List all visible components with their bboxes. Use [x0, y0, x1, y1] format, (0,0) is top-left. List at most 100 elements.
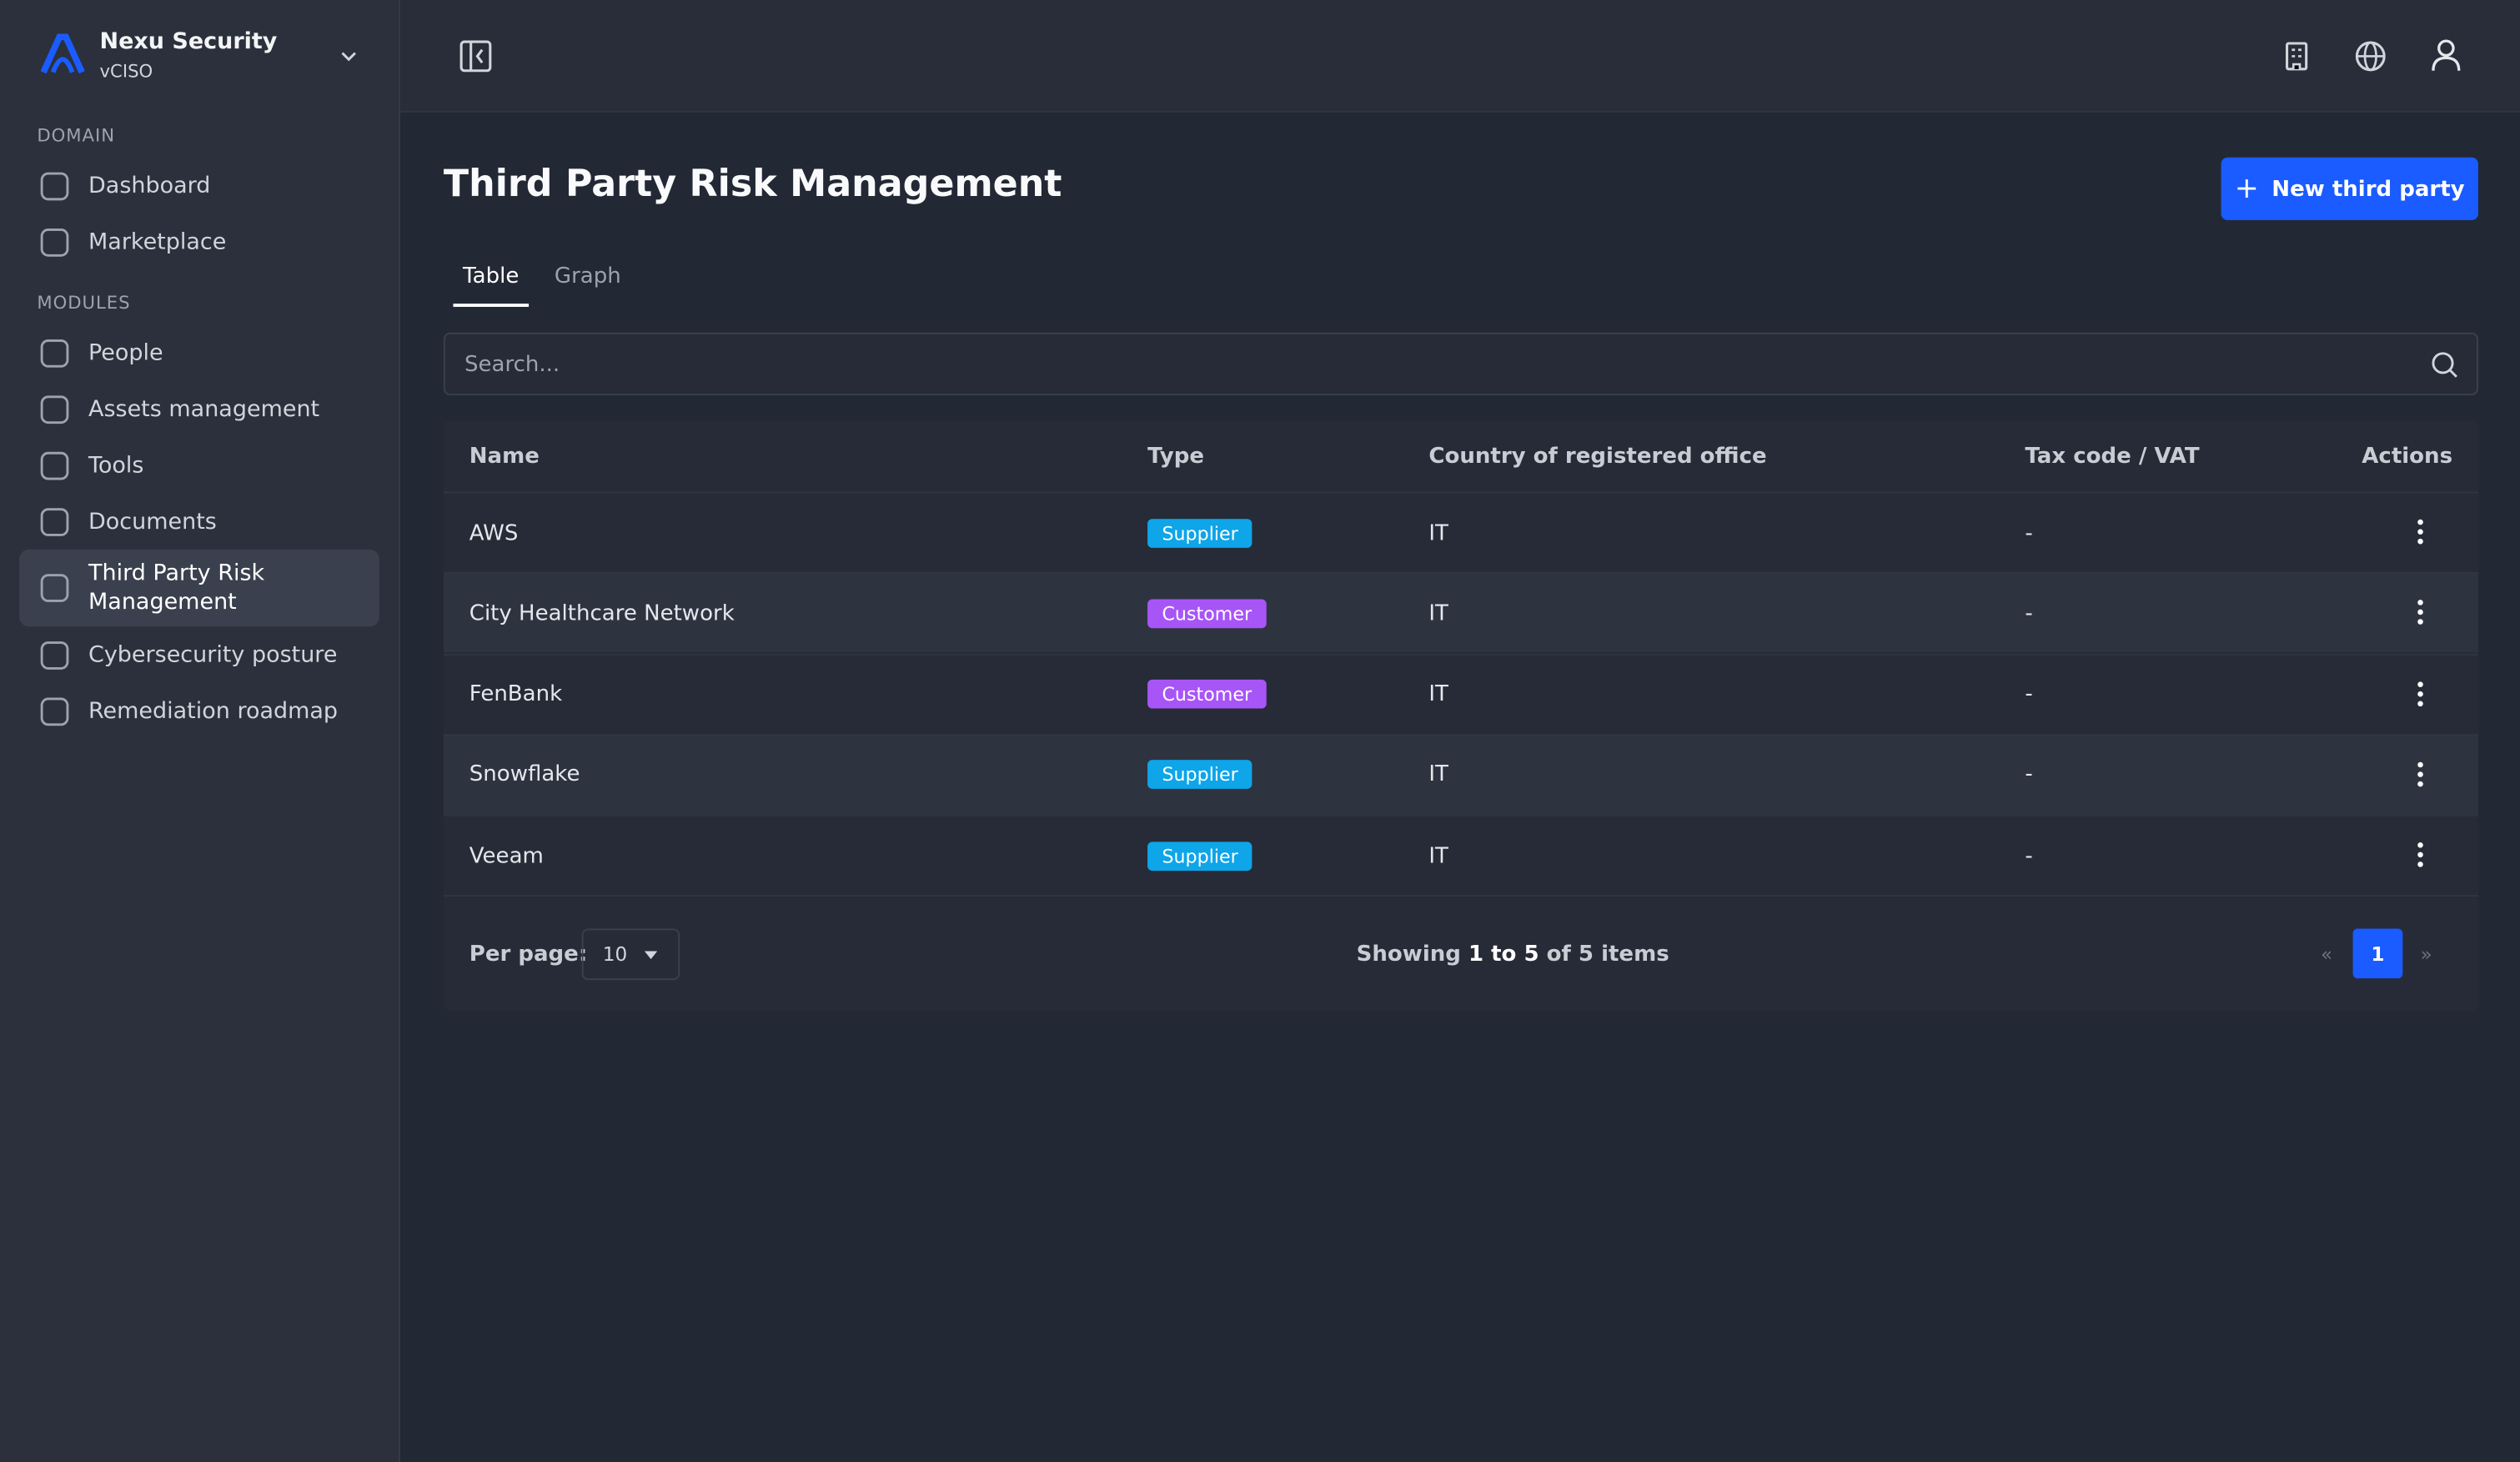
- kebab-icon: [2417, 681, 2423, 706]
- nav-icon: [40, 394, 69, 424]
- search-input[interactable]: Search...: [443, 332, 2478, 395]
- nav-item[interactable]: Dashboard: [19, 158, 379, 214]
- cell-text: -: [2025, 681, 2033, 707]
- per-page-select[interactable]: 10: [581, 927, 680, 980]
- row-actions[interactable]: [2417, 842, 2424, 875]
- new-third-party-button[interactable]: + New third party: [2221, 157, 2478, 220]
- org-role: vCISO: [99, 61, 153, 83]
- kebab-icon: [2417, 600, 2423, 625]
- table-row: FenBank Customer IT -: [443, 653, 2478, 733]
- row-actions[interactable]: [2417, 681, 2424, 713]
- nav-label: Assets management: [88, 395, 320, 422]
- nav-item[interactable]: Third Party Risk Management: [19, 549, 379, 627]
- top-bar: [399, 0, 2520, 113]
- nav-icon: [40, 507, 69, 535]
- nav-item[interactable]: People: [19, 324, 379, 380]
- tab-table[interactable]: Table: [453, 264, 529, 307]
- kebab-icon: [2417, 842, 2423, 868]
- nav-icon: [40, 338, 69, 367]
- nav-icon: [40, 574, 69, 602]
- next-page[interactable]: »: [2420, 942, 2432, 965]
- type-badge: Supplier: [1147, 518, 1253, 547]
- navigation: DOMAIN Dashboard Marketplace MODULES People A…: [0, 125, 399, 739]
- nav-label: Remediation roadmap: [88, 698, 339, 724]
- organization-icon[interactable]: [2279, 38, 2314, 73]
- column-header: Type: [1147, 443, 1204, 470]
- cell-text: IT: [1428, 600, 1448, 626]
- per-page-label: Per page:: [469, 940, 588, 967]
- cell-text: FenBank: [469, 681, 563, 707]
- cell-text: -: [2025, 761, 2033, 788]
- type-badge: Customer: [1147, 599, 1267, 628]
- cell-text: -: [2025, 842, 2033, 869]
- cell-text: Snowflake: [469, 761, 580, 788]
- current-page[interactable]: 1: [2352, 928, 2403, 979]
- showing-text: Showing 1 to 5 of 5 items: [1357, 941, 1669, 967]
- sidebar-toggle[interactable]: [458, 38, 493, 73]
- column-header: Country of registered office: [1428, 443, 1767, 470]
- tab-graph[interactable]: Graph: [554, 263, 621, 289]
- cell-text: City Healthcare Network: [469, 600, 735, 626]
- third-party-table: Name Type Country of registered office Tax …: [443, 420, 2478, 1011]
- nav-label: Third Party Risk Management: [88, 560, 265, 615]
- nav-label: Cybersecurity posture: [88, 641, 338, 668]
- nav-item[interactable]: Marketplace: [19, 214, 379, 269]
- type-badge: Supplier: [1147, 760, 1253, 790]
- cell-text: IT: [1428, 520, 1448, 546]
- column-header: Name: [469, 443, 540, 470]
- nav-icon: [40, 228, 69, 256]
- nav-icon: [40, 696, 69, 726]
- row-actions[interactable]: [2417, 761, 2424, 794]
- nav-label: People: [88, 339, 163, 366]
- nav-label: Tools: [88, 452, 144, 479]
- table-row: AWS Supplier IT -: [443, 491, 2478, 571]
- showing-range: 1 to 5: [1468, 940, 1539, 967]
- kebab-icon: [2417, 761, 2423, 787]
- cell-text: -: [2025, 520, 2033, 546]
- logo: [40, 33, 85, 74]
- plus-icon: +: [2234, 172, 2259, 206]
- nav-item[interactable]: Tools: [19, 437, 379, 493]
- caret: [644, 950, 658, 959]
- nav-icon: [40, 450, 69, 480]
- column-header: Tax code / VAT: [2025, 443, 2200, 470]
- nav-item[interactable]: Cybersecurity posture: [19, 626, 379, 682]
- table-footer: Per page: 10 Showing 1 to 5 of 5 items «…: [443, 895, 2478, 1011]
- nav-item[interactable]: Documents: [19, 493, 379, 549]
- cell-text: IT: [1428, 761, 1448, 788]
- nav-label: Dashboard: [88, 173, 211, 198]
- per-page-value: 10: [602, 942, 628, 965]
- cell-text: Veeam: [469, 842, 544, 869]
- language-icon[interactable]: [2353, 38, 2388, 73]
- nav-section: MODULES: [37, 292, 131, 314]
- table-header: Name Type Country of registered office Tax …: [444, 421, 2478, 492]
- table-row: Veeam Supplier IT -: [443, 815, 2478, 895]
- user-icon[interactable]: [2428, 37, 2463, 72]
- cell-text: IT: [1428, 681, 1448, 707]
- nav-section: DOMAIN: [37, 125, 116, 147]
- table-row: City Healthcare Network Customer IT -: [443, 572, 2478, 653]
- type-badge: Customer: [1147, 680, 1267, 709]
- search-icon: [2432, 352, 2457, 378]
- showing-prefix: Showing: [1356, 940, 1461, 967]
- nav-label: Marketplace: [88, 229, 227, 255]
- kebab-icon: [2417, 519, 2423, 545]
- nav-item[interactable]: Assets management: [19, 381, 379, 437]
- column-header: Actions: [2362, 443, 2453, 470]
- cell-text: -: [2025, 600, 2033, 626]
- prev-page[interactable]: «: [2321, 942, 2333, 965]
- org-name: Nexu Security: [99, 28, 278, 55]
- sidebar: Nexu Security vCISO DOMAIN Dashboard Marke…: [0, 0, 400, 1462]
- cell-text: AWS: [469, 520, 519, 546]
- org-toggle[interactable]: [338, 47, 360, 66]
- cell-text: IT: [1428, 842, 1448, 869]
- type-badge: Supplier: [1147, 841, 1253, 871]
- showing-total: of 5 items: [1546, 940, 1669, 967]
- nav-icon: [40, 641, 69, 669]
- nav-label: Documents: [88, 508, 217, 535]
- row-actions[interactable]: [2417, 519, 2424, 551]
- nav-item[interactable]: Remediation roadmap: [19, 683, 379, 739]
- row-actions[interactable]: [2417, 600, 2424, 632]
